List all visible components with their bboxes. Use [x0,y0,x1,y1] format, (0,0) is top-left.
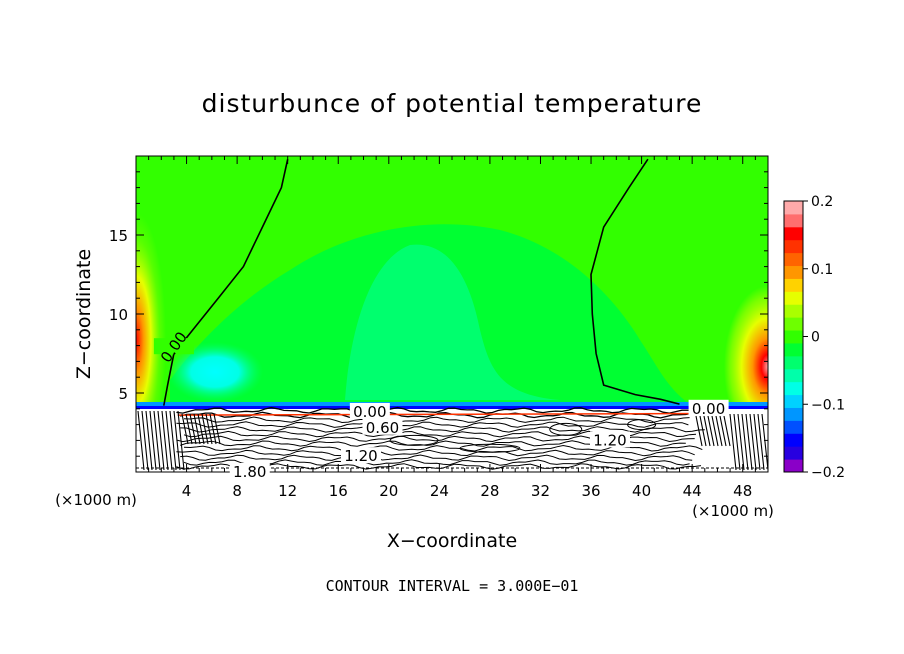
lower-contour [180,411,699,419]
colorbar-swatch [784,252,803,267]
hatch-block [695,415,731,447]
colorbar-swatch [784,213,803,228]
colorbar-tick-label: 0.1 [811,262,833,278]
colorbar-tick-label: −0.2 [811,465,845,481]
closed-contour [549,422,583,436]
colorbar-tick-label: −0.1 [811,397,845,413]
x-tick-label: 28 [480,482,499,500]
closed-contour [389,434,439,446]
colorbar-swatch [784,355,803,370]
x-tick-label: 44 [683,482,702,500]
contour-label: 1.20 [344,447,377,465]
contour-label: 1.80 [233,463,266,481]
x-axis-label: X−coordinate [387,530,517,552]
colorbar-swatch [784,265,803,279]
x-tick-label: 8 [232,482,242,500]
lower-contour [180,426,705,433]
colorbar-swatch [784,420,803,434]
contour-label: 0.00 [353,403,386,421]
zero-contour-left [163,159,289,406]
contour-label-bg [229,463,270,479]
closed-contour [627,419,657,431]
x-tick-label: 20 [379,482,398,500]
x-tick-label: 12 [278,482,297,500]
contour-label-bg [362,418,403,435]
y-tick-label: 15 [109,227,128,245]
colorbar-swatch [784,459,803,473]
lower-contour [176,421,689,428]
colorbar-swatch [784,226,803,241]
x-tick-label: 36 [581,482,600,500]
x-tick-label: 16 [329,482,348,500]
chart-title: disturbunce of potential temperature [202,89,703,118]
contour-label-bg [153,338,194,355]
y-axis-unit: (×1000 m) [55,491,137,509]
y-axis-label: Z−coordinate [73,249,95,379]
hatch-block [137,410,185,471]
x-tick-label: 32 [531,482,550,500]
lower-contour [183,416,690,424]
lower-contour [180,454,693,462]
contour-label-bg [340,447,381,464]
colorbar-swatch [784,201,803,215]
x-tick-label: 40 [632,482,651,500]
colorbar-swatch [784,433,803,447]
x-axis-unit: (×1000 m) [692,502,774,520]
contour-interval-note: CONTOUR INTERVAL = 3.000E−01 [326,577,579,595]
colorbar-swatch [784,394,803,408]
warm-edge-contour [177,412,705,416]
colorbar-swatch [784,381,803,396]
x-tick-label: 24 [430,482,449,500]
colorbar: −0.2 −0.1 0 0.1 0.2 [783,194,845,481]
colorbar-swatch [784,291,803,305]
colorbar-swatch [784,330,803,344]
colorbar-tick-label: 0.2 [811,194,833,210]
y-tick-label: 10 [109,306,128,324]
x-tick-label: 4 [182,482,192,500]
contour-label-bg [349,402,390,419]
contour-label: 0.00 [692,400,725,418]
lower-contour [176,449,695,457]
y-tick-label: 5 [118,385,128,403]
colorbar-swatch [784,342,803,357]
colorbar-swatch [784,278,803,292]
hatch-block [729,413,769,471]
colorbar-swatch [784,304,803,318]
colorbar-swatch [784,317,803,331]
colorbar-swatch [784,239,803,254]
colorbar-swatch [784,446,803,460]
colorbar-swatch [784,368,803,383]
colorbar-swatch [784,407,803,421]
contour-label: 0.60 [366,419,399,437]
contour-label-bg [590,431,630,448]
zero-contour-right [590,158,680,405]
contour-label-bg [688,399,729,416]
contour-label: 1.20 [593,431,626,449]
lower-contour [176,406,702,414]
colorbar-tick-label: 0 [811,330,820,346]
closed-contour [459,443,521,453]
hatch-block [181,413,221,445]
x-tick-label: 48 [733,482,752,500]
